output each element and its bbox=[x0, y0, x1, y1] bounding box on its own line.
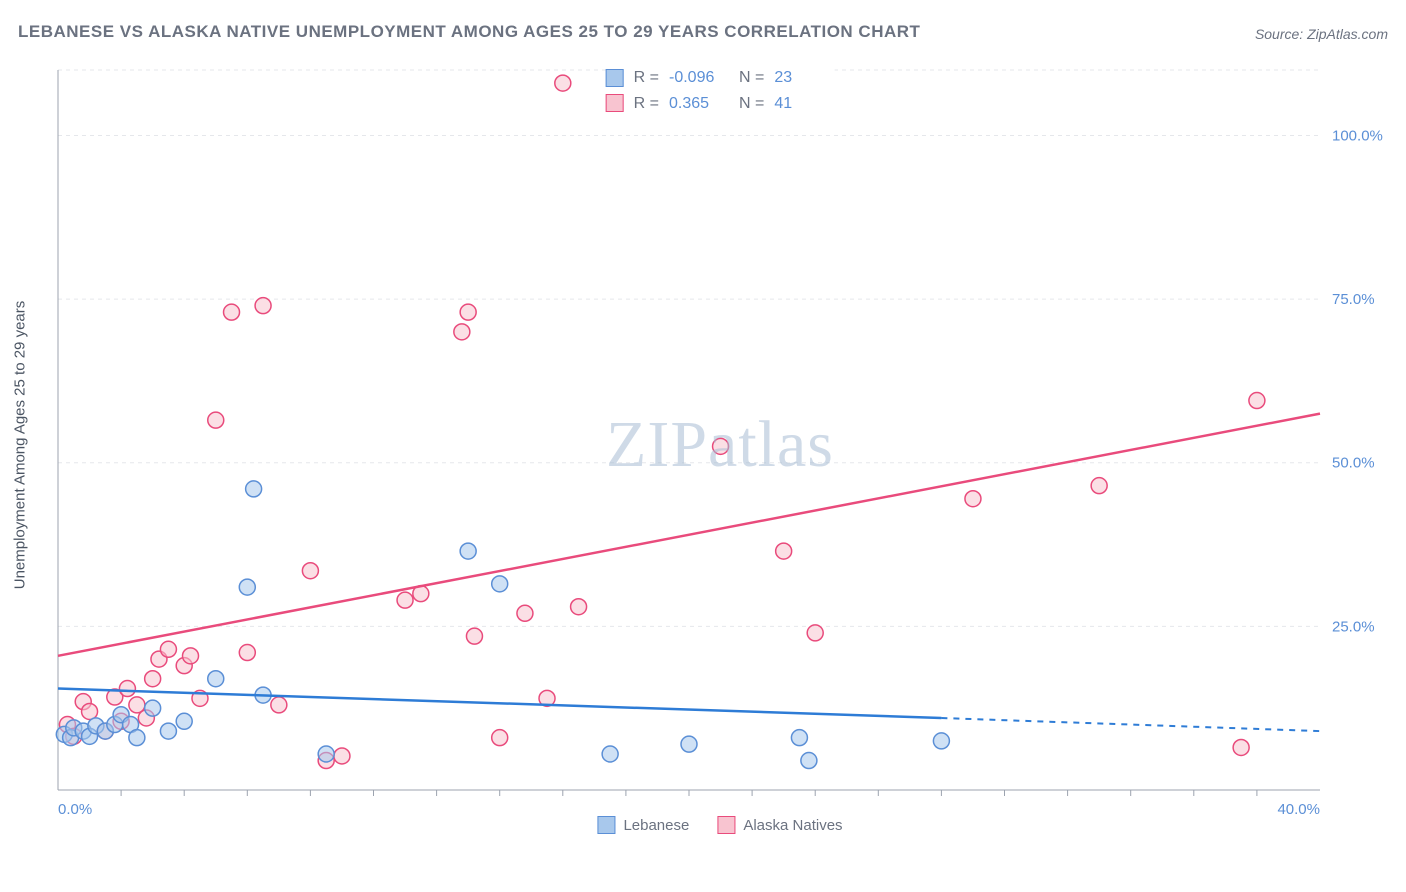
trend-line-alaska bbox=[58, 414, 1320, 656]
scatter-point bbox=[208, 671, 224, 687]
scatter-point bbox=[1249, 393, 1265, 409]
legend-swatch-blue bbox=[606, 69, 624, 87]
legend-series: Lebanese Alaska Natives bbox=[597, 816, 842, 834]
legend-item-alaska: Alaska Natives bbox=[717, 816, 842, 834]
scatter-point bbox=[466, 628, 482, 644]
scatter-point bbox=[145, 671, 161, 687]
trend-line-lebanese-extrapolated bbox=[941, 718, 1320, 731]
scatter-point bbox=[208, 412, 224, 428]
scatter-point bbox=[119, 681, 135, 697]
scatter-point bbox=[517, 605, 533, 621]
svg-text:40.0%: 40.0% bbox=[1277, 801, 1320, 818]
scatter-point bbox=[492, 730, 508, 746]
scatter-point bbox=[334, 748, 350, 764]
scatter-point bbox=[602, 746, 618, 762]
legend-swatch-pink bbox=[717, 816, 735, 834]
scatter-point bbox=[460, 304, 476, 320]
scatter-point bbox=[807, 625, 823, 641]
svg-text:0.0%: 0.0% bbox=[58, 801, 92, 818]
source-label: Source: ZipAtlas.com bbox=[1255, 26, 1388, 42]
legend-item-lebanese: Lebanese bbox=[597, 816, 689, 834]
scatter-point bbox=[965, 491, 981, 507]
svg-text:25.0%: 25.0% bbox=[1332, 618, 1375, 635]
scatter-point bbox=[246, 481, 262, 497]
legend-swatch-blue bbox=[597, 816, 615, 834]
scatter-point bbox=[176, 713, 192, 729]
scatter-point bbox=[791, 730, 807, 746]
scatter-point bbox=[713, 438, 729, 454]
scatter-point bbox=[681, 736, 697, 752]
legend-r-label: R = bbox=[634, 65, 659, 91]
legend-n-label: N = bbox=[739, 91, 764, 117]
y-axis-label: Unemployment Among Ages 25 to 29 years bbox=[12, 301, 29, 590]
chart-svg: 25.0% 50.0% 75.0% 100.0% 0.0% 40.0% bbox=[50, 60, 1390, 830]
scatter-point bbox=[82, 703, 98, 719]
trend-line-lebanese bbox=[58, 689, 941, 718]
scatter-point bbox=[183, 648, 199, 664]
svg-text:50.0%: 50.0% bbox=[1332, 455, 1375, 472]
legend-row-lebanese: R = -0.096 N = 23 bbox=[606, 65, 835, 91]
scatter-point bbox=[160, 723, 176, 739]
scatter-point bbox=[271, 697, 287, 713]
legend-row-alaska: R = 0.365 N = 41 bbox=[606, 91, 835, 117]
legend-n-value: 41 bbox=[774, 91, 834, 117]
legend-correlation: R = -0.096 N = 23 R = 0.365 N = 41 bbox=[606, 65, 835, 116]
scatter-point bbox=[1091, 478, 1107, 494]
svg-text:100.0%: 100.0% bbox=[1332, 127, 1383, 144]
scatter-point bbox=[224, 304, 240, 320]
scatter-point bbox=[239, 645, 255, 661]
scatter-point bbox=[776, 543, 792, 559]
legend-r-value: -0.096 bbox=[669, 65, 729, 91]
scatter-point bbox=[571, 599, 587, 615]
scatter-point bbox=[801, 753, 817, 769]
scatter-point bbox=[454, 324, 470, 340]
scatter-point bbox=[160, 641, 176, 657]
plot-area: Unemployment Among Ages 25 to 29 years 2… bbox=[50, 60, 1390, 830]
legend-r-value: 0.365 bbox=[669, 91, 729, 117]
svg-text:75.0%: 75.0% bbox=[1332, 291, 1375, 308]
scatter-point bbox=[239, 579, 255, 595]
scatter-point bbox=[145, 700, 161, 716]
scatter-point bbox=[460, 543, 476, 559]
scatter-point bbox=[255, 298, 271, 314]
scatter-point bbox=[933, 733, 949, 749]
scatter-point bbox=[129, 730, 145, 746]
legend-n-label: N = bbox=[739, 65, 764, 91]
scatter-point bbox=[492, 576, 508, 592]
legend-swatch-pink bbox=[606, 94, 624, 112]
scatter-point bbox=[302, 563, 318, 579]
legend-label: Alaska Natives bbox=[743, 817, 842, 834]
scatter-point bbox=[397, 592, 413, 608]
chart-title: LEBANESE VS ALASKA NATIVE UNEMPLOYMENT A… bbox=[18, 22, 920, 42]
legend-n-value: 23 bbox=[774, 65, 834, 91]
legend-r-label: R = bbox=[634, 91, 659, 117]
scatter-point bbox=[555, 75, 571, 91]
legend-label: Lebanese bbox=[623, 817, 689, 834]
scatter-point bbox=[318, 746, 334, 762]
scatter-point bbox=[1233, 739, 1249, 755]
